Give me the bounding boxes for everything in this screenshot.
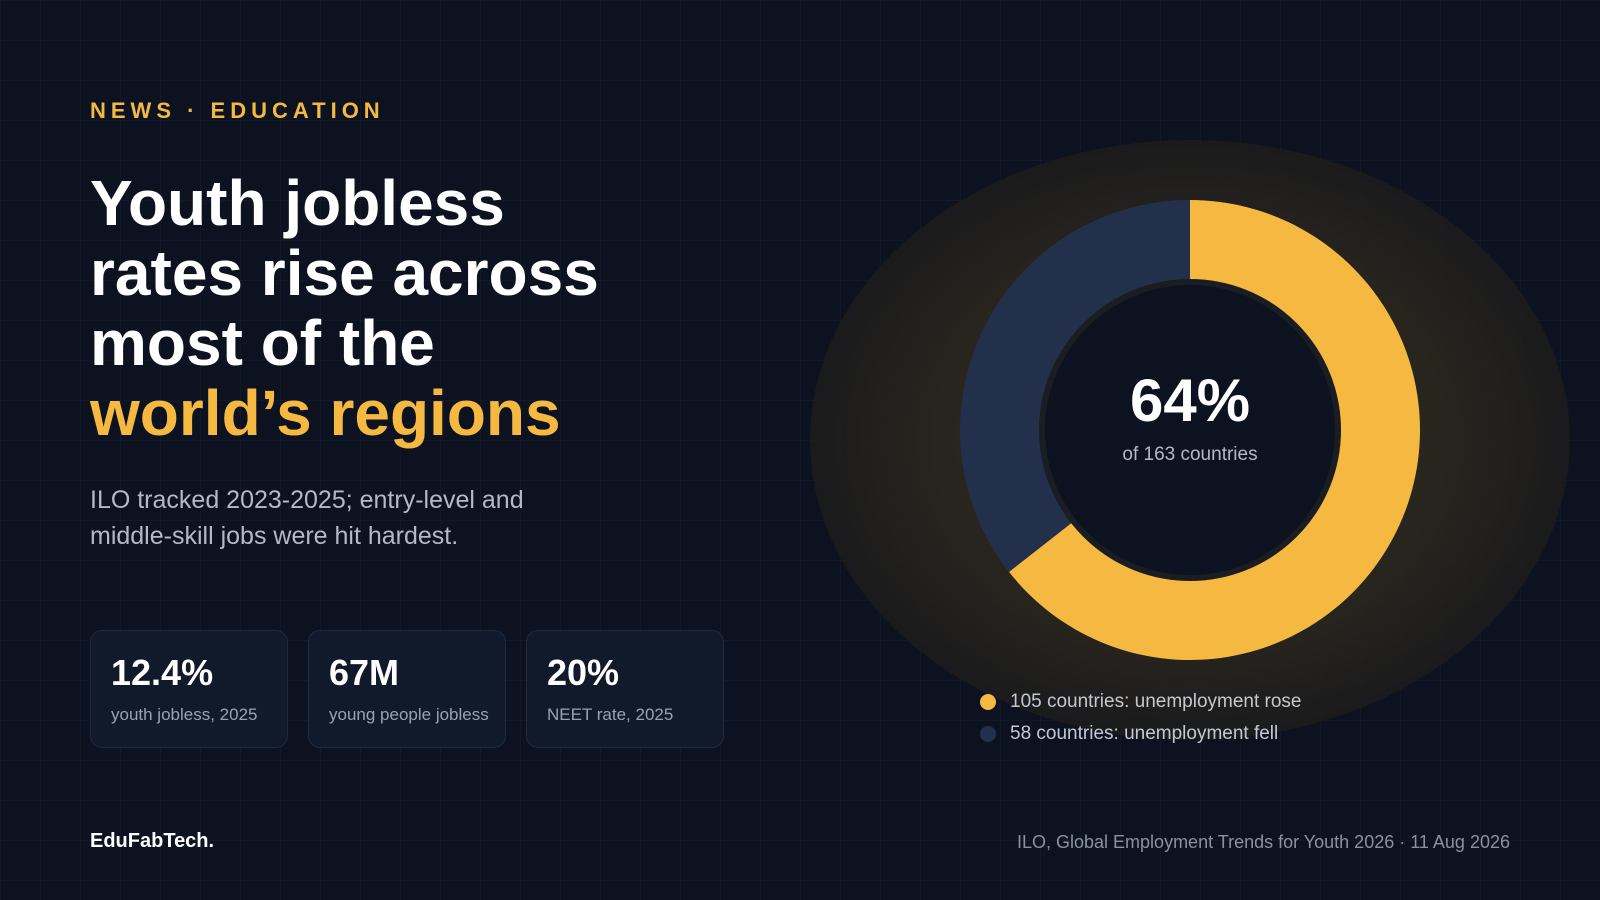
stat-label: youth jobless, 2025 xyxy=(111,705,258,724)
brand-logo: EduFabTech. xyxy=(90,830,215,852)
legend-label: 58 countries: unemployment fell xyxy=(1010,723,1279,744)
legend-item-rose: 105 countries: unemployment rose xyxy=(980,686,1302,718)
headline-line-3: most of the xyxy=(90,307,435,379)
stat-label: NEET rate, 2025 xyxy=(547,705,674,724)
legend-label: 105 countries: unemployment rose xyxy=(1010,691,1302,712)
donut-slice-rose xyxy=(1009,200,1420,660)
subtitle: ILO tracked 2023-2025; entry-level and m… xyxy=(90,486,524,550)
center-value: 64% xyxy=(1130,367,1250,434)
chart-legend: 105 countries: unemployment rose 58 coun… xyxy=(980,686,1302,750)
stat-value: 12.4% xyxy=(111,652,214,693)
stat-card-neet-rate: 20% NEET rate, 2025 xyxy=(526,630,724,748)
section-kicker: NEWS · EDUCATION xyxy=(90,98,385,123)
headline-line-1: Youth jobless xyxy=(90,167,505,239)
stat-value: 67M xyxy=(329,652,400,693)
stat-card-young-people-jobless: 67M young people jobless xyxy=(308,630,506,748)
center-label: of 163 countries xyxy=(1122,444,1257,465)
stat-label: young people jobless xyxy=(329,705,489,724)
source-credit: ILO, Global Employment Trends for Youth … xyxy=(1017,832,1510,852)
headline-line-2: rates rise across xyxy=(90,237,599,309)
headline-accent: world’s regions xyxy=(90,377,561,449)
headline: Youth jobless rates rise across most of … xyxy=(90,168,730,448)
stat-value: 20% xyxy=(547,652,620,693)
donut-inner-ring xyxy=(1039,279,1341,581)
legend-dot-fell xyxy=(980,726,996,742)
legend-item-fell: 58 countries: unemployment fell xyxy=(980,718,1302,750)
legend-dot-rose xyxy=(980,694,996,710)
stat-cards: 12.4% youth jobless, 2025 67M young peop… xyxy=(90,630,724,748)
stat-card-youth-jobless: 12.4% youth jobless, 2025 xyxy=(90,630,288,748)
